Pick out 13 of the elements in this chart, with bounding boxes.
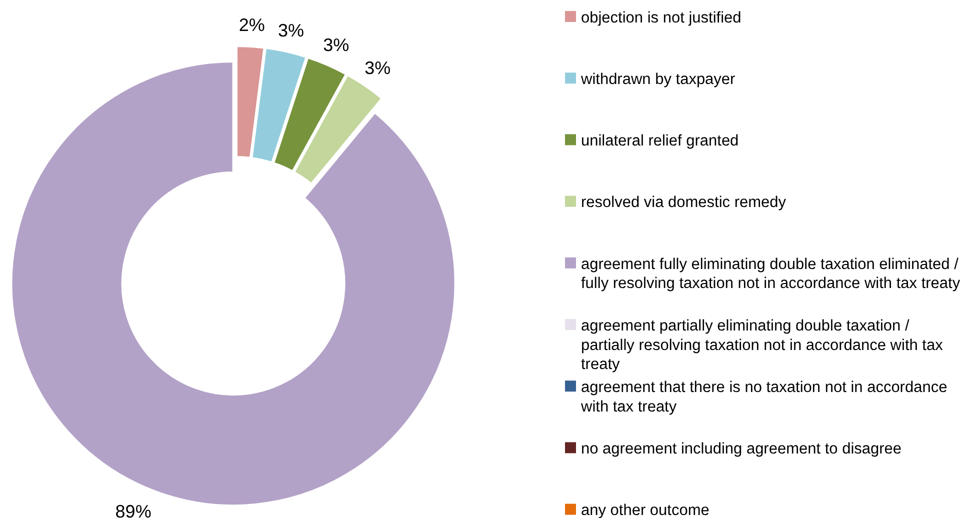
legend-label: unilateral relief granted xyxy=(581,132,739,150)
data-label: 3% xyxy=(278,20,304,40)
data-label: 3% xyxy=(323,35,350,56)
data-label: 3% xyxy=(364,58,391,78)
legend-label: withdrawn by taxpayer xyxy=(580,71,736,88)
legend-label: no agreement including agreement to disagree xyxy=(581,440,902,458)
data-label: 2% xyxy=(238,14,265,35)
legend-label: resolved via domestic remedy xyxy=(581,194,786,212)
legend-label: agreement fully eliminating double taxation eliminated / fully resolving taxation not in accordance with tax treaty xyxy=(581,256,960,292)
legend-label: any other outcome xyxy=(581,502,710,518)
legend-label: agreement that there is no taxation not in accordance with tax treaty xyxy=(580,379,948,416)
data-label: 89% xyxy=(115,502,152,518)
legend-label: objection is not justified xyxy=(581,9,742,26)
